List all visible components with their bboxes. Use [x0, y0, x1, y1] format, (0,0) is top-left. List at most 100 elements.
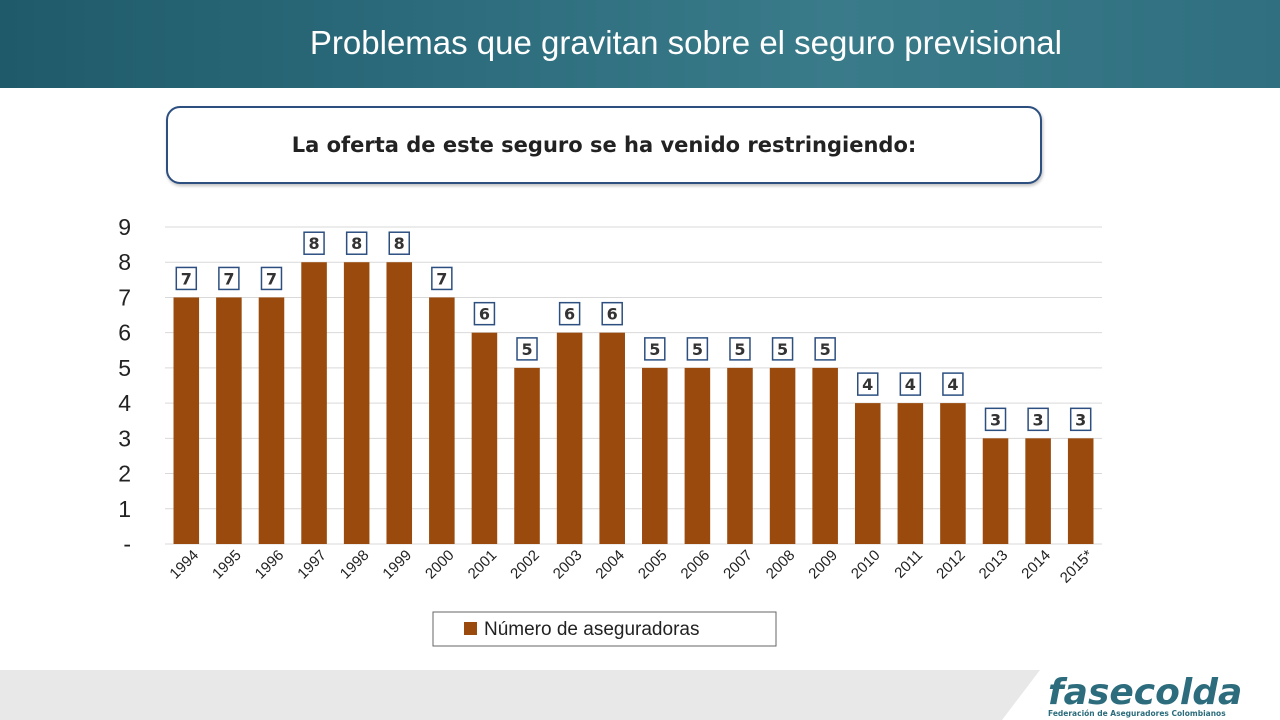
data-label-box [771, 337, 794, 361]
y-tick-label: 2 [118, 461, 131, 487]
y-tick-label: 6 [118, 320, 131, 346]
bar [727, 367, 753, 544]
y-tick-label: 1 [118, 496, 131, 522]
y-tick-label: 7 [118, 284, 131, 310]
data-label-box [857, 372, 879, 396]
x-tick-label: 2005 [635, 547, 671, 583]
x-tick-label: 1997 [294, 547, 330, 583]
x-tick-label: 1994 [167, 547, 203, 583]
data-label: 4 [862, 375, 873, 394]
subtitle-text: La oferta de este seguro se ha venido re… [291, 133, 917, 157]
data-label: 8 [394, 234, 405, 253]
x-tick-label: 2010 [848, 547, 884, 583]
legend-swatch [464, 622, 477, 635]
data-label-box [473, 301, 496, 326]
x-tick-label: 2012 [933, 547, 969, 583]
bar [343, 262, 370, 544]
data-label: 5 [777, 340, 788, 359]
x-tick-label: 2000 [422, 547, 458, 583]
y-tick-label: 8 [118, 249, 131, 275]
logo-background [1002, 670, 1280, 720]
data-label-box [345, 231, 368, 255]
data-label-box [686, 337, 709, 361]
x-tick-label: 2006 [678, 547, 714, 583]
bar [982, 438, 1009, 544]
logo-wordmark: fasecolda [1048, 672, 1242, 713]
data-label: 7 [436, 269, 447, 288]
data-label: 5 [649, 340, 660, 359]
data-label: 3 [1033, 410, 1044, 429]
page-title: Problemas que gravitan sobre el seguro p… [309, 24, 1062, 61]
data-label: 7 [181, 269, 192, 288]
x-tick-label: 1996 [252, 547, 288, 583]
data-label: 3 [1075, 410, 1086, 429]
data-label-box [814, 337, 836, 361]
x-tick-label: 1995 [209, 547, 245, 583]
data-label-box [601, 301, 623, 326]
y-tick-label: 9 [118, 214, 131, 240]
x-tick-label: 2014 [1018, 547, 1054, 583]
data-label-box [218, 266, 240, 291]
bar [301, 262, 327, 544]
data-label-box [984, 407, 1007, 432]
y-tick-label: 3 [118, 425, 131, 451]
bar [1025, 438, 1051, 544]
data-label-box [1027, 407, 1049, 432]
data-label: 3 [990, 410, 1001, 429]
x-tick-label: 2007 [720, 547, 756, 583]
legend-label: Número de aseguradoras [484, 619, 699, 640]
data-label: 6 [607, 305, 618, 324]
bar [599, 332, 625, 544]
data-label-box [729, 337, 751, 361]
bar-chart: - 1 2 3 4 5 6 7 8 9 7 1994 7 1995 7 1996 8 1997 8 1998 8 1999… [118, 214, 1102, 647]
bar [173, 297, 200, 544]
x-tick-label: 2003 [550, 547, 586, 583]
x-tick-label: 2008 [763, 547, 799, 583]
legend-box [432, 611, 777, 647]
data-label: 5 [820, 340, 831, 359]
data-label: 4 [947, 375, 958, 394]
bar [514, 367, 540, 544]
x-tick-label: 1999 [379, 547, 415, 583]
data-label-box [260, 266, 283, 291]
data-label: 6 [479, 305, 490, 324]
x-tick-label: 2013 [976, 547, 1012, 583]
bar [258, 297, 285, 544]
fasecolda-logo: fasecolda Federación de Aseguradores Col… [1002, 670, 1280, 720]
data-label-box [1069, 407, 1092, 432]
data-label: 7 [266, 269, 277, 288]
bar [386, 262, 413, 544]
bar [216, 297, 242, 544]
logo-tagline: Federación de Aseguradores Colombianos [1048, 709, 1226, 718]
data-label-box [431, 266, 453, 291]
data-label-box [303, 231, 325, 255]
bar [897, 403, 924, 544]
data-label: 5 [521, 340, 532, 359]
x-tick-label: 1998 [337, 547, 373, 583]
bar [769, 367, 796, 544]
bar [556, 332, 583, 544]
data-label: 8 [351, 234, 362, 253]
bar [940, 403, 966, 544]
y-tick-label: - [123, 531, 131, 557]
data-label: 5 [692, 340, 703, 359]
x-tick-label: 2009 [805, 547, 841, 583]
data-label-box [175, 266, 198, 291]
x-tick-label: 2004 [592, 547, 628, 583]
data-label-box [644, 337, 666, 361]
bar [1067, 438, 1094, 544]
data-label-box [558, 301, 581, 326]
data-label: 5 [734, 340, 745, 359]
bar [471, 332, 498, 544]
x-tick-label: 2015* [1057, 547, 1097, 587]
bar [642, 367, 668, 544]
bar [854, 403, 881, 544]
data-label-box [516, 337, 538, 361]
subtitle-box: La oferta de este seguro se ha venido re… [166, 106, 1042, 184]
data-label: 8 [308, 234, 319, 253]
data-label: 6 [564, 305, 575, 324]
data-label-box [899, 372, 922, 396]
data-label: 4 [905, 375, 916, 394]
bar [429, 297, 455, 544]
x-tick-label: 2011 [891, 547, 926, 582]
